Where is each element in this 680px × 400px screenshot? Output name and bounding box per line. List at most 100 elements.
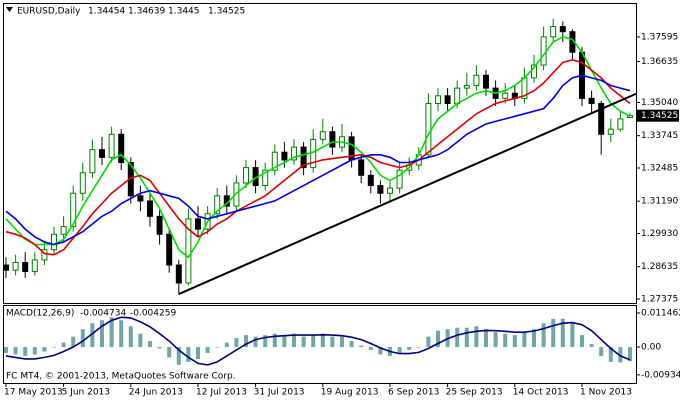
macd-bar bbox=[234, 338, 239, 348]
candle-body bbox=[444, 95, 451, 104]
macd-tick-label: 0.00 bbox=[641, 343, 661, 353]
macd-tick-label: 0.011462 bbox=[641, 308, 680, 318]
x-tick-label: 1 Nov 2013 bbox=[580, 388, 632, 398]
macd-bar bbox=[368, 347, 373, 350]
trendline bbox=[178, 92, 637, 295]
x-tick-label: 6 Sep 2013 bbox=[388, 388, 439, 398]
macd-bar bbox=[426, 336, 431, 348]
macd-bar bbox=[340, 336, 344, 348]
candle-body bbox=[367, 174, 374, 187]
macd-bar bbox=[157, 347, 162, 349]
macd-bar bbox=[311, 335, 316, 348]
candle-body bbox=[156, 215, 163, 235]
macd-bar bbox=[599, 347, 604, 356]
candle-body bbox=[60, 226, 67, 235]
macd-bar bbox=[541, 323, 546, 348]
moving-average bbox=[5, 74, 631, 246]
macd-bar bbox=[282, 335, 287, 348]
candle-body bbox=[118, 133, 125, 163]
candle-body bbox=[137, 195, 144, 202]
candle-body bbox=[70, 192, 77, 228]
y-tick-label: 1.27375 bbox=[641, 295, 678, 305]
candle-body bbox=[473, 74, 480, 87]
x-tick-label: 17 May 2013 bbox=[4, 388, 63, 398]
candle-body bbox=[3, 264, 9, 271]
symbol-icon bbox=[6, 7, 13, 12]
candle-body bbox=[396, 169, 403, 189]
macd-bar bbox=[128, 326, 133, 348]
candle-body bbox=[483, 74, 489, 89]
chart-title: EURUSD,Daily bbox=[17, 7, 81, 17]
macd-bar bbox=[474, 326, 479, 348]
macd-bar bbox=[301, 336, 306, 348]
macd-bar bbox=[484, 329, 488, 348]
macd-bar bbox=[13, 347, 18, 355]
candle-body bbox=[502, 92, 509, 99]
macd-bar bbox=[359, 345, 364, 348]
macd-bar bbox=[224, 342, 229, 348]
candle-body bbox=[617, 118, 624, 130]
macd-bar bbox=[176, 347, 181, 365]
macd-bar bbox=[215, 347, 220, 348]
x-tick-label: 19 Aug 2013 bbox=[321, 388, 379, 398]
macd-bar bbox=[628, 347, 632, 362]
x-tick-label: 5 Jun 2013 bbox=[62, 388, 110, 398]
macd-bar bbox=[464, 327, 469, 348]
candle-body bbox=[425, 102, 432, 156]
y-tick-label: 1.37595 bbox=[641, 32, 678, 42]
header-high: 1.34639 bbox=[128, 7, 165, 17]
candle-body bbox=[79, 172, 86, 194]
macd-bar bbox=[503, 333, 508, 348]
candle-body bbox=[281, 151, 288, 161]
macd-bar bbox=[80, 329, 85, 348]
macd-bar bbox=[42, 347, 47, 352]
x-tick-label: 31 Jul 2013 bbox=[254, 388, 305, 398]
macd-signal-value: -0.004259 bbox=[130, 309, 176, 319]
x-tick-label: 25 Sep 2013 bbox=[446, 388, 503, 398]
macd-bar bbox=[23, 347, 28, 356]
candle-body bbox=[99, 149, 105, 158]
macd-bar bbox=[407, 347, 412, 350]
candle-body bbox=[559, 26, 566, 33]
candle-body bbox=[607, 128, 614, 135]
candle-body bbox=[463, 85, 470, 89]
candle-body bbox=[31, 259, 38, 272]
macd-bar bbox=[167, 347, 172, 358]
candle-body bbox=[12, 261, 19, 271]
candle-body bbox=[454, 87, 461, 104]
y-tick-label: 1.29930 bbox=[641, 229, 678, 239]
footer: FC MT4, © 2001-2013, MetaQuotes Software… bbox=[6, 372, 236, 382]
x-tick-label: 24 Jun 2013 bbox=[129, 388, 183, 398]
macd-main-value: -0.004734 bbox=[80, 309, 126, 319]
candle-body bbox=[358, 159, 365, 176]
macd-bar bbox=[608, 347, 613, 362]
y-tick-label: 1.33745 bbox=[641, 131, 678, 141]
candle-body bbox=[175, 264, 182, 284]
macd-bar bbox=[522, 332, 527, 348]
plot-layer bbox=[3, 18, 637, 366]
header-open: 1.34454 bbox=[88, 7, 125, 17]
macd-bar bbox=[119, 320, 124, 348]
macd-bar bbox=[205, 347, 210, 353]
x-tick-label: 12 Jul 2013 bbox=[196, 388, 247, 398]
candle-body bbox=[387, 187, 393, 194]
candle-body bbox=[291, 146, 297, 161]
macd-bar bbox=[100, 320, 104, 348]
candle-body bbox=[41, 249, 48, 261]
macd-bar bbox=[560, 318, 565, 348]
header-close: 1.34525 bbox=[208, 7, 245, 17]
candle-body bbox=[22, 261, 29, 272]
macd-bar bbox=[148, 341, 152, 348]
y-tick-label: 1.36635 bbox=[641, 57, 678, 67]
macd-bar bbox=[397, 347, 402, 353]
candle-body bbox=[147, 200, 153, 217]
macd-bar bbox=[455, 327, 460, 348]
macd-bar bbox=[320, 333, 325, 348]
candle-body bbox=[262, 169, 269, 187]
macd-bar bbox=[570, 323, 575, 348]
candle-body bbox=[214, 195, 221, 215]
macd-bar bbox=[532, 329, 536, 348]
candle-body bbox=[377, 185, 384, 194]
candle-body bbox=[598, 102, 605, 135]
